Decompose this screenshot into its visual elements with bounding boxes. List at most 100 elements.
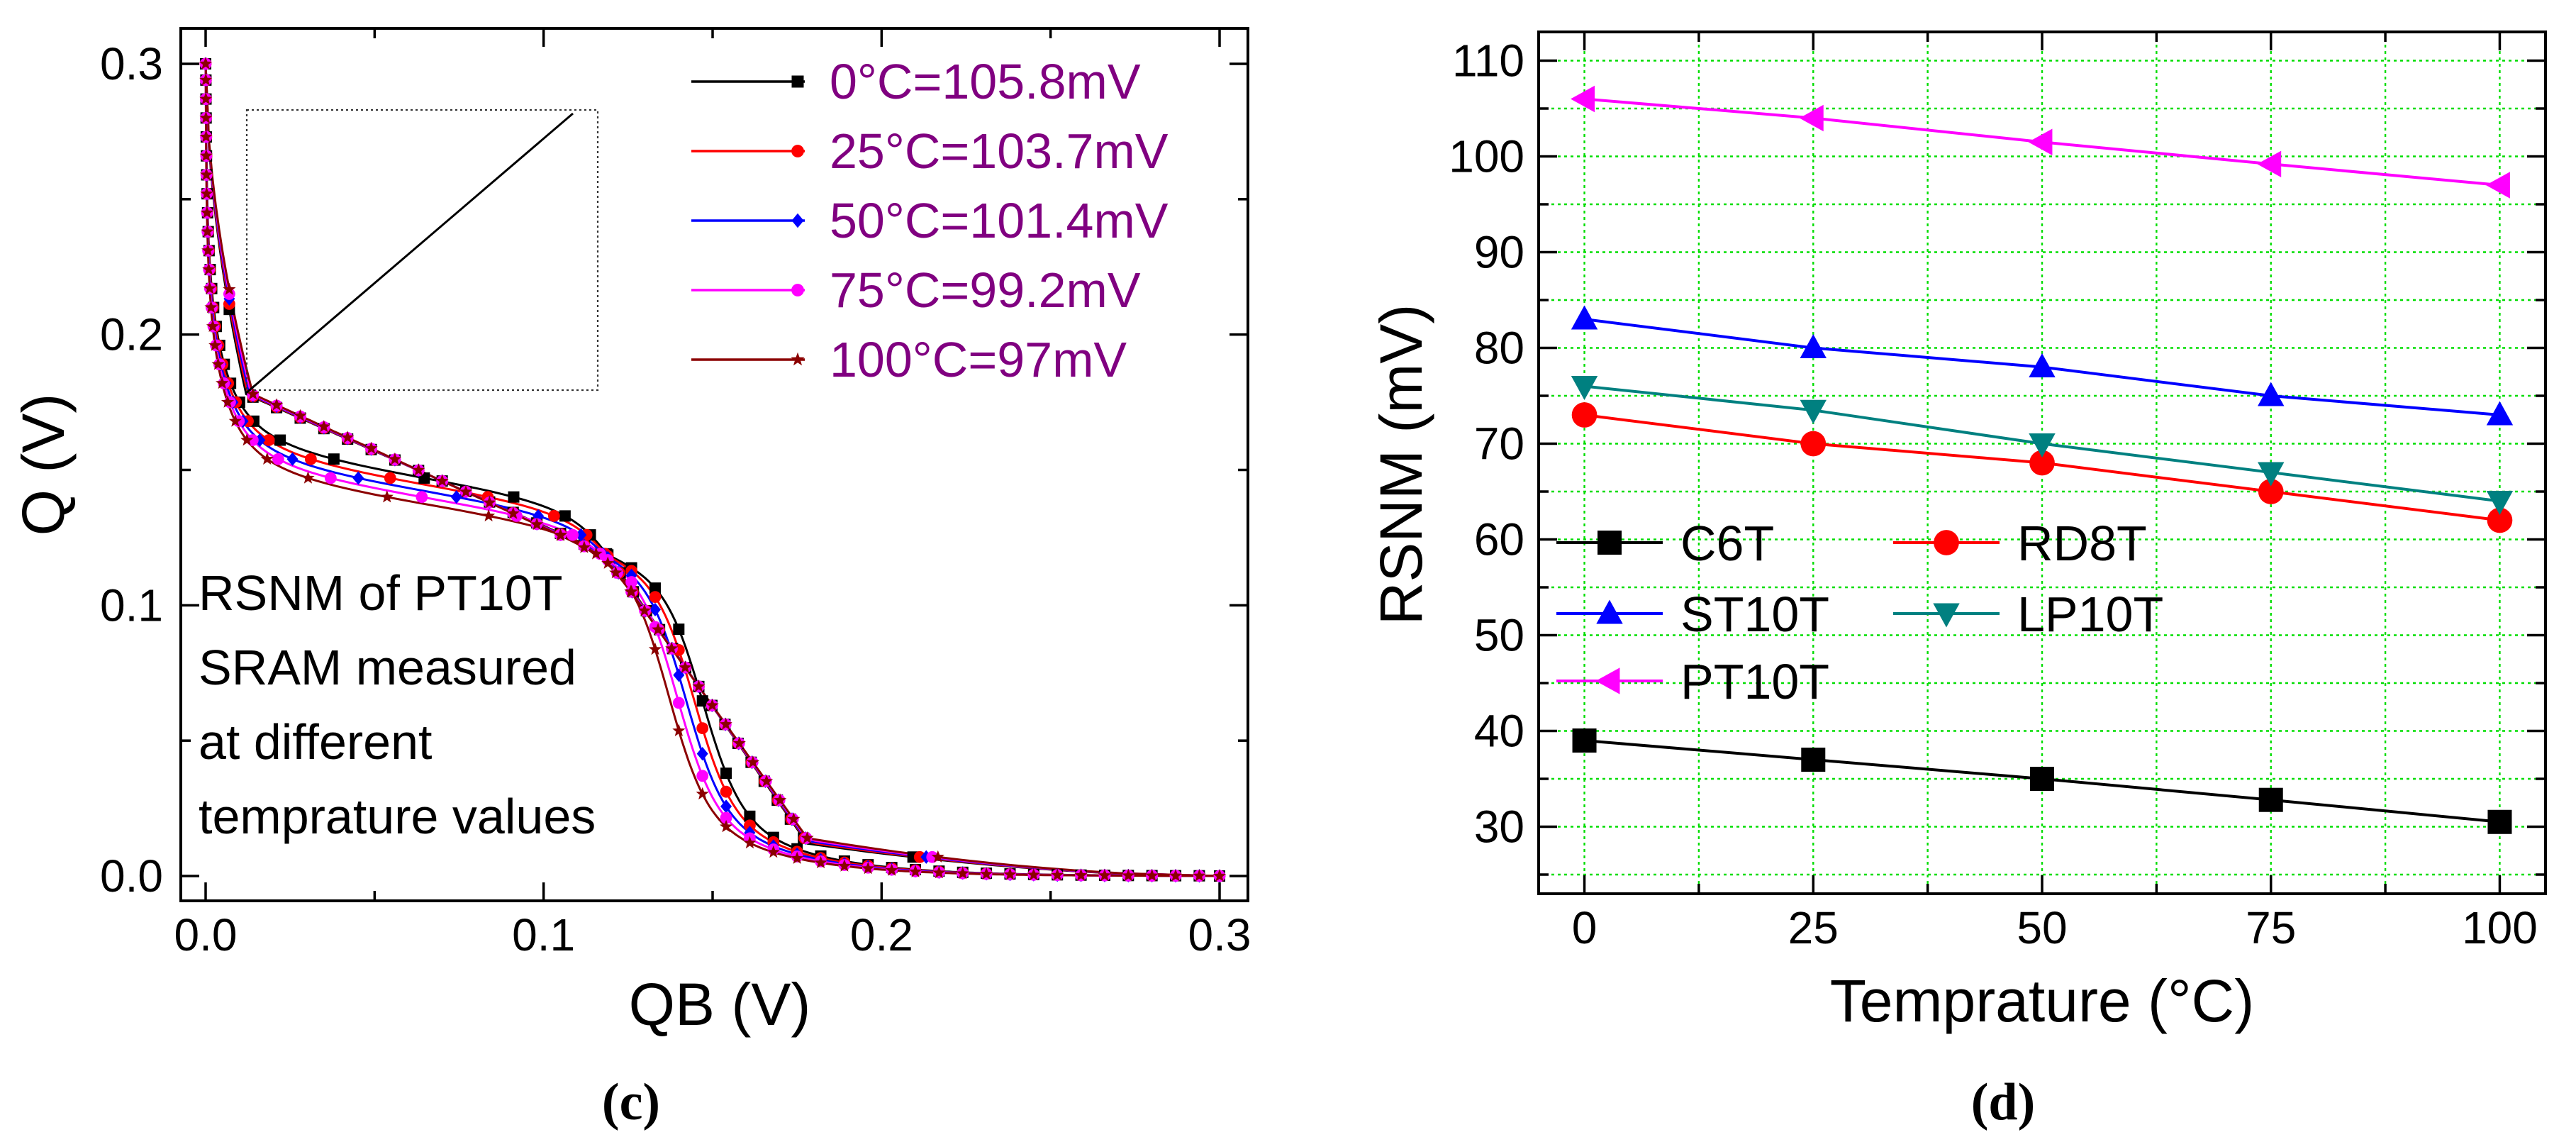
curve-marker (649, 582, 661, 594)
legend-marker (791, 75, 804, 88)
curve-marker (837, 859, 851, 872)
panel-c-chart: 0.0 0.1 0.2 0.3 0.0 0.1 0.2 0.3 0°C=105.8mV 25°C… (10, 27, 1251, 1131)
curve-marker (246, 387, 260, 400)
curve-marker (1169, 869, 1183, 882)
annotation-line: RSNM of PT10T (199, 565, 562, 621)
data-point (2029, 450, 2055, 476)
curve-marker (720, 767, 732, 780)
curve-marker (648, 642, 662, 655)
curve-marker (301, 471, 315, 484)
curve-marker (672, 697, 685, 709)
data-point (1572, 728, 1597, 753)
y-tick-label: 0.3 (100, 38, 163, 89)
panel-c-annotation: RSNM of PT10T SRAM measured at different… (199, 565, 596, 844)
y-tick-label: 0.1 (100, 580, 163, 631)
legend-label: 100°C=97mV (830, 332, 1127, 387)
curve-marker (204, 300, 218, 314)
curve-marker (482, 509, 496, 522)
curve-marker (673, 623, 685, 636)
panel-d-label: (d) (1971, 1073, 2035, 1131)
data-point (1801, 748, 1826, 772)
curve-marker (286, 452, 299, 466)
curve-marker (530, 517, 544, 531)
panel-c-ticks (181, 28, 1248, 901)
curve-marker (665, 641, 679, 655)
curve-marker (1074, 868, 1088, 881)
curve-marker (199, 130, 213, 143)
panel-c-markers (199, 57, 1227, 883)
y-tick-label: 30 (1474, 802, 1524, 853)
curve-marker (720, 811, 732, 824)
curve-marker (625, 584, 638, 597)
panel-c-y-axis-title: Q (V) (10, 394, 77, 536)
annotation-line: temprature values (199, 789, 596, 844)
x-tick-label: 0.2 (850, 909, 913, 960)
curve-marker (1145, 869, 1159, 882)
curve-marker (706, 698, 719, 711)
legend-label: PT10T (1680, 654, 1829, 709)
data-point (2486, 491, 2514, 516)
curve-marker (388, 452, 402, 465)
curve-marker (200, 187, 213, 199)
data-point (1799, 104, 1824, 132)
curve-marker (435, 474, 449, 487)
curve-marker (203, 282, 216, 294)
data-point (2257, 150, 2282, 177)
curve-marker (719, 717, 732, 730)
curve-marker (199, 92, 213, 105)
data-point (1800, 333, 1827, 358)
legend-marker (1598, 531, 1622, 555)
curve-marker (208, 338, 222, 351)
data-point (2258, 382, 2285, 406)
curve-marker (262, 434, 275, 446)
curve-marker (199, 149, 213, 162)
x-tick-label: 0.1 (512, 909, 575, 960)
curve-marker (719, 819, 733, 833)
curve-marker (1003, 867, 1017, 880)
annotation-line: SRAM measured (199, 640, 576, 695)
data-point (2486, 401, 2514, 426)
panel-d-chart: 0 25 50 75 100 30 40 50 60 70 80 90 100 110 C6T RD8T ST… (1368, 31, 2547, 1131)
curve-marker (787, 812, 801, 825)
curve-marker (1027, 867, 1040, 881)
legend-label: LP10T (2017, 587, 2163, 642)
curve-marker (931, 850, 944, 863)
data-point (2258, 787, 2283, 812)
x-tick-label: 0.0 (174, 909, 238, 960)
curve-marker (228, 414, 242, 427)
data-point (1800, 399, 1827, 424)
curve-marker (609, 565, 623, 579)
y-tick-label: 50 (1474, 610, 1524, 661)
curve-marker (328, 453, 340, 465)
curve-marker (270, 398, 284, 411)
curve-marker (201, 225, 214, 238)
x-tick-label: 0.3 (1188, 909, 1251, 960)
legend-marker (791, 284, 804, 296)
curve-marker (554, 528, 567, 540)
data-point (1800, 431, 1827, 457)
curve-marker (216, 376, 229, 389)
data-point (2258, 462, 2285, 487)
data-point (1571, 376, 1598, 401)
curve-marker (260, 452, 274, 465)
curve-marker (696, 722, 709, 735)
curve-marker (202, 262, 216, 275)
curve-marker (199, 167, 213, 181)
x-tick-label: 100 (2462, 902, 2538, 953)
data-point (2487, 809, 2512, 834)
curve-marker (223, 288, 235, 300)
curve-marker (766, 845, 780, 858)
curve-marker (483, 496, 496, 509)
data-point (2028, 128, 2053, 155)
rsnm-square-diagonal (245, 112, 574, 395)
y-tick-label: 0.2 (100, 309, 163, 360)
curve-marker (746, 755, 760, 768)
curve-marker (200, 206, 213, 218)
rsnm-square-box (245, 109, 599, 392)
panel-c-label: (c) (602, 1073, 660, 1131)
curve-marker (199, 111, 213, 124)
curve-marker (575, 528, 587, 542)
panel-d-y-axis-title: RSNM (mV) (1368, 304, 1434, 626)
curve-marker (240, 433, 254, 446)
